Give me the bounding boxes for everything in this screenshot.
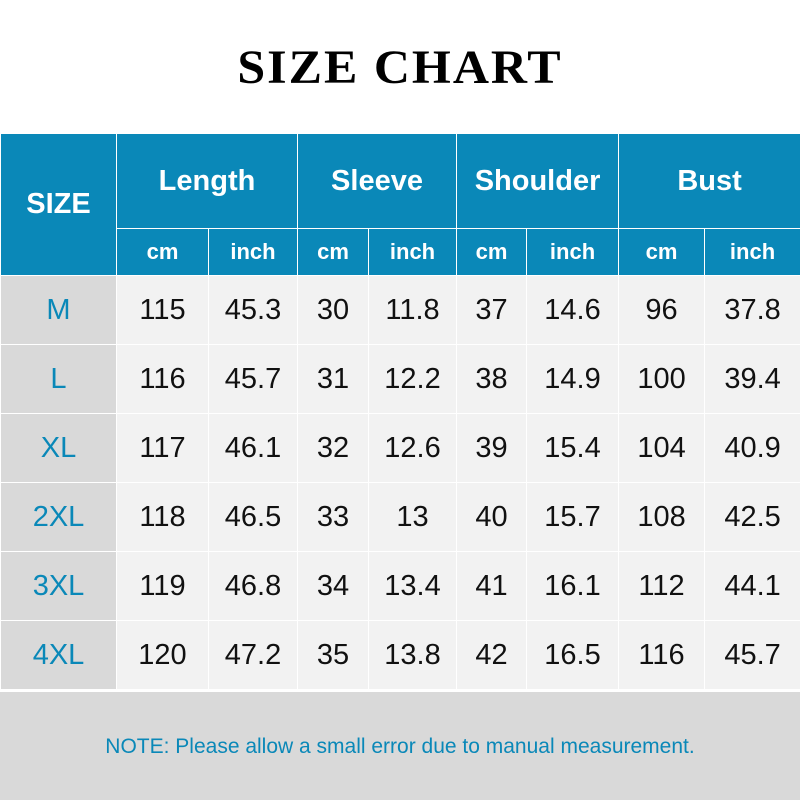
measurement-cell: 41 [456, 551, 528, 621]
measurement-cell: 47.2 [208, 620, 298, 690]
measurement-cell: 35 [297, 620, 369, 690]
measurement-cell: 46.1 [208, 413, 298, 483]
measurement-cell: 12.6 [367, 413, 458, 483]
table-row: L 116 45.7 31 12.2 38 14.9 100 39.4 [0, 344, 800, 414]
measurement-cell: 104 [618, 413, 706, 483]
unit-header: cm [618, 228, 706, 276]
measurement-cell: 30 [297, 275, 369, 345]
measurement-cell: 40.9 [704, 413, 800, 483]
measurement-cell: 46.5 [208, 482, 298, 552]
unit-header: inch [208, 228, 298, 276]
table-row: 2XL 118 46.5 33 13 40 15.7 108 42.5 [0, 482, 800, 552]
measurement-cell: 100 [618, 344, 706, 414]
table-row: 3XL 119 46.8 34 13.4 41 16.1 112 44.1 [0, 551, 800, 621]
measurement-cell: 45.3 [208, 275, 298, 345]
measurement-cell: 16.1 [526, 551, 620, 621]
measurement-cell: 116 [116, 344, 209, 414]
measurement-cell: 14.6 [526, 275, 620, 345]
measurement-cell: 34 [297, 551, 369, 621]
measurement-cell: 117 [116, 413, 209, 483]
page-title: SIZE CHART [237, 40, 563, 94]
measurement-cell: 96 [618, 275, 706, 345]
measurement-cell: 119 [116, 551, 209, 621]
measurement-cell: 38 [456, 344, 528, 414]
size-header: SIZE [0, 133, 117, 276]
measurement-cell: 11.8 [367, 275, 458, 345]
measurement-cell: 116 [618, 620, 706, 690]
table-row: M 115 45.3 30 11.8 37 14.6 96 37.8 [0, 275, 800, 345]
size-label: XL [0, 413, 117, 483]
measurement-cell: 13 [367, 482, 458, 552]
measurement-cell: 16.5 [526, 620, 620, 690]
measurement-cell: 12.2 [367, 344, 458, 414]
measurement-cell: 40 [456, 482, 528, 552]
size-label: 4XL [0, 620, 117, 690]
measurement-cell: 32 [297, 413, 369, 483]
measurement-cell: 37 [456, 275, 528, 345]
unit-header: cm [297, 228, 369, 276]
measurement-note: NOTE: Please allow a small error due to … [0, 692, 800, 800]
shoulder-header: Shoulder [456, 133, 620, 229]
measurement-cell: 45.7 [208, 344, 298, 414]
measurement-cell: 112 [618, 551, 706, 621]
unit-header: cm [456, 228, 528, 276]
bust-header: Bust [618, 133, 800, 229]
sleeve-header: Sleeve [296, 133, 458, 229]
unit-header: inch [367, 228, 458, 276]
measurement-cell: 31 [297, 344, 369, 414]
size-label: M [0, 275, 117, 345]
measurement-cell: 115 [116, 275, 209, 345]
unit-header: inch [526, 228, 620, 276]
table-row: 4XL 120 47.2 35 13.8 42 16.5 116 45.7 [0, 620, 800, 690]
unit-header: cm [116, 228, 209, 276]
measurement-cell: 42 [456, 620, 528, 690]
measurement-cell: 42.5 [704, 482, 800, 552]
measurement-cell: 44.1 [704, 551, 800, 621]
measurement-cell: 37.8 [704, 275, 800, 345]
measurement-cell: 120 [116, 620, 209, 690]
measurement-cell: 108 [618, 482, 706, 552]
size-label: L [0, 344, 117, 414]
size-label: 2XL [0, 482, 117, 552]
measurement-cell: 45.7 [704, 620, 800, 690]
measurement-cell: 39.4 [704, 344, 800, 414]
measurement-cell: 13.4 [367, 551, 458, 621]
measurement-cell: 15.7 [526, 482, 620, 552]
size-label: 3XL [0, 551, 117, 621]
measurement-cell: 14.9 [526, 344, 620, 414]
measurement-cell: 15.4 [526, 413, 620, 483]
length-header: Length [116, 133, 298, 229]
measurement-cell: 39 [456, 413, 528, 483]
measurement-cell: 46.8 [208, 551, 298, 621]
unit-header: inch [704, 228, 800, 276]
measurement-cell: 118 [116, 482, 209, 552]
measurement-cell: 33 [297, 482, 369, 552]
table-row: XL 117 46.1 32 12.6 39 15.4 104 40.9 [0, 413, 800, 483]
measurement-cell: 13.8 [367, 620, 458, 690]
size-table: SIZE Length Sleeve Shoulder Bust cm inch c… [0, 133, 800, 690]
